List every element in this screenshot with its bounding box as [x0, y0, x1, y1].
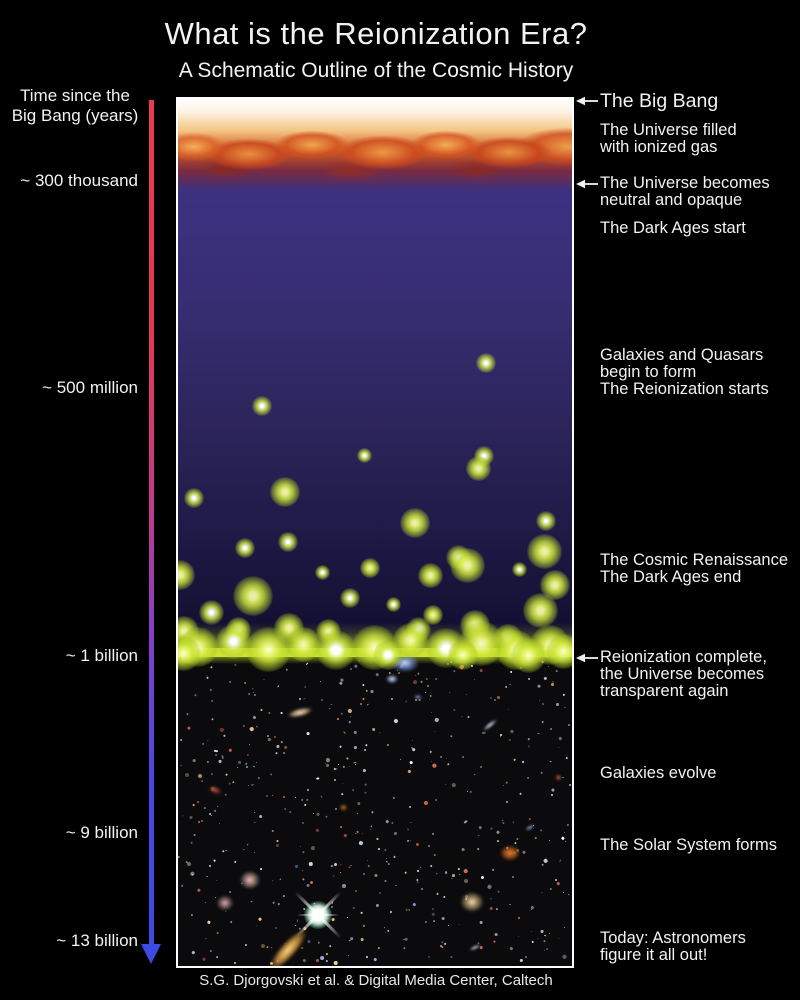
annotation-text: The Universe becomes neutral and opaque [600, 174, 770, 209]
annotation-column: The Big Bang The Universe filled with ion… [576, 0, 800, 1000]
galaxy-dot [314, 564, 330, 580]
first-galaxies-layer [178, 99, 572, 966]
galaxy-dot [278, 532, 298, 552]
galaxy-dot [536, 511, 556, 531]
galaxy-feature [384, 673, 400, 685]
galaxy-dot [285, 626, 321, 662]
galaxy-dot [340, 588, 360, 608]
time-arrowhead-icon [141, 944, 161, 964]
time-tick-label: ~ 300 thousand [20, 171, 138, 190]
time-axis-title: Time since the Big Bang (years) [11, 86, 139, 126]
time-tick-label: ~ 1 billion [65, 646, 138, 665]
deep-field-region [178, 657, 572, 966]
galaxy-dot [215, 623, 251, 659]
galaxy-dot [465, 455, 491, 481]
galaxy-dot [316, 630, 356, 670]
galaxy-dot [545, 633, 572, 669]
annotation: The Dark Ages start [576, 220, 746, 237]
page-subtitle: A Schematic Outline of the Cosmic Histor… [178, 59, 574, 82]
galaxy-dot [449, 547, 485, 583]
galaxy-dot [178, 635, 201, 671]
annotation-text: Galaxies and Quasars begin to form The R… [600, 346, 769, 398]
credit-line: S.G. Djorgovski et al. & Digital Media C… [199, 972, 553, 989]
galaxy-dot [476, 353, 496, 373]
annotation: The Big Bang [576, 90, 718, 112]
galaxy-dot [511, 561, 527, 577]
annotation: Galaxies evolve [576, 765, 716, 782]
star [452, 874, 455, 877]
star [427, 685, 430, 688]
galaxy-dot [184, 488, 204, 508]
left-arrow-icon [576, 653, 598, 663]
annotation: Reionization complete, the Universe beco… [576, 649, 767, 700]
time-tick-label: ~ 13 billion [56, 931, 138, 950]
galaxy-dot [356, 447, 372, 463]
time-tick-label: ~ 500 million [42, 378, 138, 397]
galaxy-dot [178, 560, 195, 590]
annotation-text: The Universe filled with ionized gas [600, 121, 737, 156]
galaxy-dot [252, 396, 272, 416]
annotation-text: The Cosmic Renaissance The Dark Ages end [600, 551, 788, 586]
star [350, 865, 353, 866]
annotation-text: The Dark Ages start [600, 219, 746, 237]
annotation-text: Reionization complete, the Universe beco… [600, 648, 767, 700]
annotation: The Universe becomes neutral and opaque [576, 175, 770, 209]
annotation-text: The Solar System forms [600, 836, 777, 854]
galaxy-feature [214, 893, 236, 913]
galaxy-dot [235, 538, 255, 558]
galaxy-dot [245, 626, 291, 672]
annotation: The Solar System forms [576, 837, 777, 854]
time-tick-label: ~ 9 billion [65, 823, 138, 842]
galaxy-dot [400, 508, 430, 538]
galaxy-feature [337, 802, 349, 812]
galaxy-dot [510, 637, 546, 673]
star [503, 785, 505, 786]
star [225, 850, 228, 852]
left-arrow-icon [576, 96, 598, 106]
galaxy-feature [237, 868, 263, 892]
galaxy-feature [497, 843, 523, 863]
galaxy-dot [233, 576, 273, 616]
galaxy-dot [417, 562, 443, 588]
galaxy-dot [360, 558, 380, 578]
galaxy-dot [198, 599, 224, 625]
galaxy-dot [385, 596, 401, 612]
annotation: Today: Astronomers figure it all out! [576, 930, 746, 964]
galaxy-feature [553, 772, 563, 782]
annotation-text: The Big Bang [600, 90, 719, 112]
annotation: The Universe filled with ionized gas [576, 122, 737, 156]
star [340, 826, 342, 828]
annotation: Galaxies and Quasars begin to form The R… [576, 347, 769, 398]
galaxy-dot [526, 533, 562, 569]
annotation-text: Today: Astronomers figure it all out! [600, 929, 746, 964]
annotation: The Cosmic Renaissance The Dark Ages end [576, 552, 788, 586]
galaxy-feature [457, 889, 487, 915]
big-bang-plasma-region [178, 99, 572, 191]
title-block: What is the Reionization Era? A Schemati… [0, 16, 752, 83]
galaxy-dot [373, 640, 403, 670]
galaxy-dot [522, 592, 558, 628]
left-arrow-icon [576, 179, 598, 189]
annotation-text: Galaxies evolve [600, 764, 717, 782]
page-title: What is the Reionization Era? [164, 16, 588, 51]
galaxy-dot [448, 640, 478, 670]
time-arrow [149, 100, 154, 946]
galaxy-dot [270, 477, 300, 507]
galaxy-dot [423, 605, 443, 625]
cosmic-history-panel [176, 97, 574, 968]
